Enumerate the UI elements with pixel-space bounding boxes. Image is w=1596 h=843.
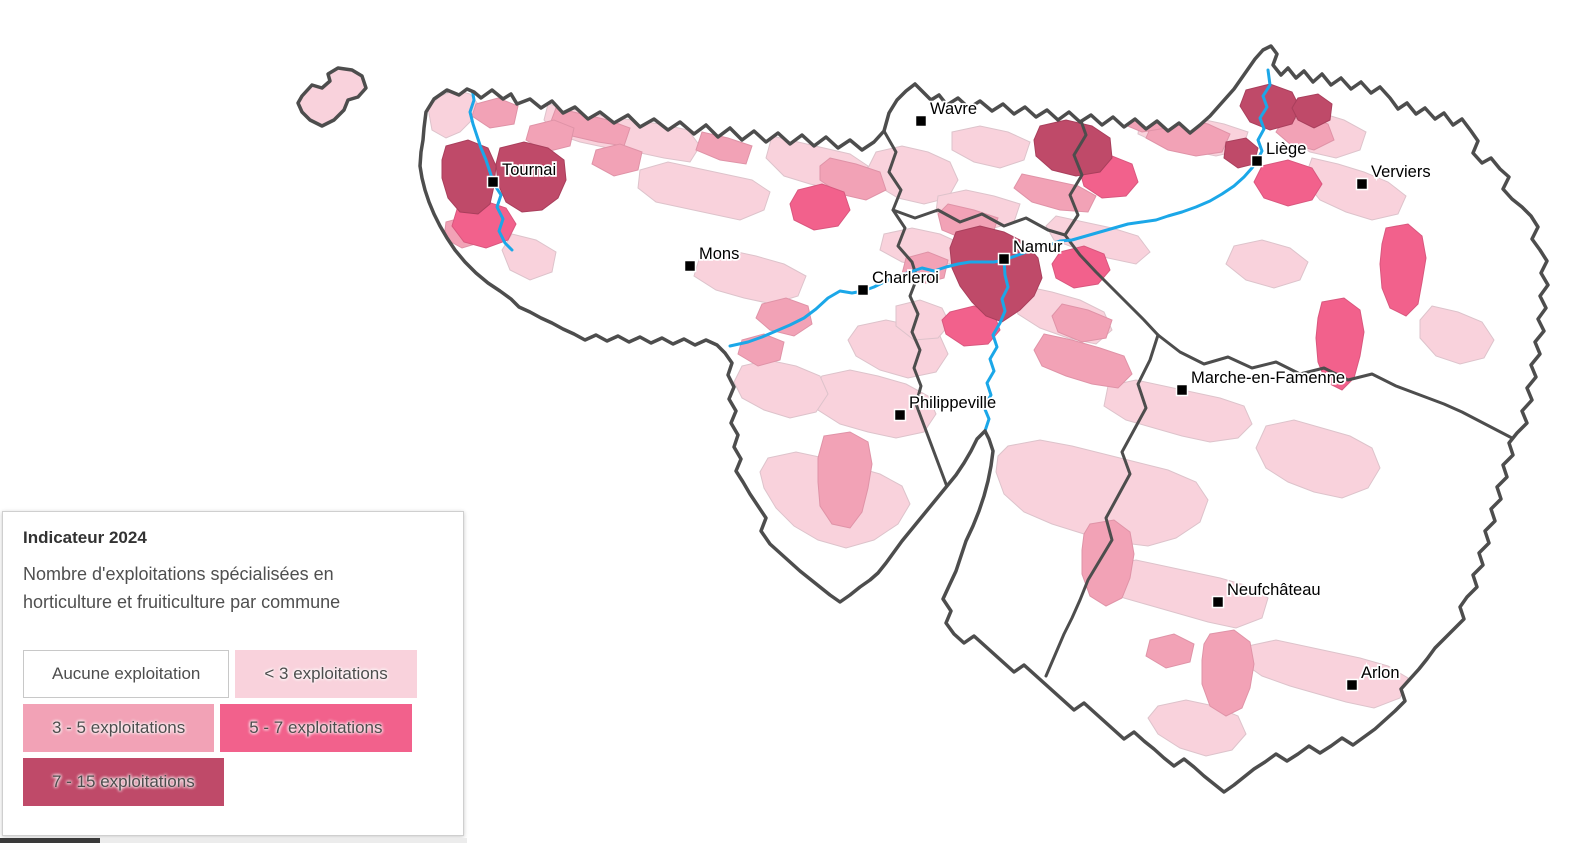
city-label: Wavre <box>930 100 977 118</box>
river-meuse-south <box>982 258 1010 433</box>
legend-item-label: 5 - 7 exploitations <box>249 718 383 737</box>
scrollbar-thumb[interactable] <box>0 838 100 843</box>
city-marker <box>856 283 870 297</box>
city-label: Verviers <box>1371 163 1431 181</box>
river-sambre <box>728 258 1006 348</box>
city-marker <box>914 114 928 128</box>
city-label: Mons <box>699 245 739 263</box>
legend-item-2: 3 - 5 exploitations <box>23 704 215 752</box>
city-marker <box>1250 154 1264 168</box>
city-philippeville: Philippeville <box>893 392 998 422</box>
city-charleroi: Charleroi <box>856 267 941 297</box>
river-escaut <box>468 86 514 252</box>
city-label: Tournai <box>502 161 556 179</box>
city-marker <box>1211 595 1225 609</box>
city-verviers: Verviers <box>1355 161 1432 191</box>
cities-layer: Tournai Mons Charleroi Wavre Namur Philippevi… <box>486 98 1432 692</box>
city-label: Liège <box>1266 140 1306 158</box>
city-label: Philippeville <box>909 394 996 412</box>
city-wavre: Wavre <box>914 98 979 128</box>
city-neufch-teau: Neufchâteau <box>1211 579 1322 609</box>
city-li-ge: Liège <box>1250 138 1308 168</box>
horizontal-scrollbar[interactable] <box>0 838 467 843</box>
communes-7-15-layer <box>441 83 1333 323</box>
city-marker <box>486 175 500 189</box>
city-label: Arlon <box>1361 664 1400 682</box>
city-marker <box>997 252 1011 266</box>
legend-item-4: 7 - 15 exploitations <box>23 758 224 806</box>
enclave-comines <box>296 66 368 128</box>
legend-item-label: 7 - 15 exploitations <box>52 772 195 791</box>
city-arlon: Arlon <box>1345 662 1401 692</box>
city-marker <box>893 408 907 422</box>
legend-item-0: Aucune exploitation <box>23 650 230 698</box>
city-mons: Mons <box>683 243 741 273</box>
city-marche-en-famenne: Marche-en-Famenne <box>1175 367 1347 397</box>
city-label: Charleroi <box>872 269 939 287</box>
city-label: Neufchâteau <box>1227 581 1321 599</box>
city-label: Namur <box>1013 238 1063 256</box>
river-meuse-north <box>1002 68 1272 262</box>
city-marker <box>1345 678 1359 692</box>
legend-item-1: < 3 exploitations <box>235 650 417 698</box>
region-border <box>418 44 1550 794</box>
city-tournai: Tournai <box>486 159 558 189</box>
legend-item-label: < 3 exploitations <box>264 664 388 683</box>
legend-item-label: 3 - 5 exploitations <box>52 718 186 737</box>
legend-panel: Indicateur 2024 Nombre d'exploitations s… <box>2 511 464 836</box>
legend-title: Indicateur 2024 <box>23 528 147 547</box>
city-marker <box>683 259 697 273</box>
city-marker <box>1355 177 1369 191</box>
city-label: Marche-en-Famenne <box>1191 369 1345 387</box>
city-namur: Namur <box>997 236 1065 266</box>
legend-subtitle: Nombre d'exploitations spécialisées en h… <box>23 564 341 612</box>
rivers-layer <box>468 68 1272 433</box>
legend-items: Aucune exploitation < 3 exploitations 3 - … <box>23 650 443 812</box>
legend-item-3: 5 - 7 exploitations <box>220 704 412 752</box>
legend-item-label: Aucune exploitation <box>52 664 201 683</box>
city-marker <box>1175 383 1189 397</box>
communes-5-7-layer <box>451 155 1427 391</box>
